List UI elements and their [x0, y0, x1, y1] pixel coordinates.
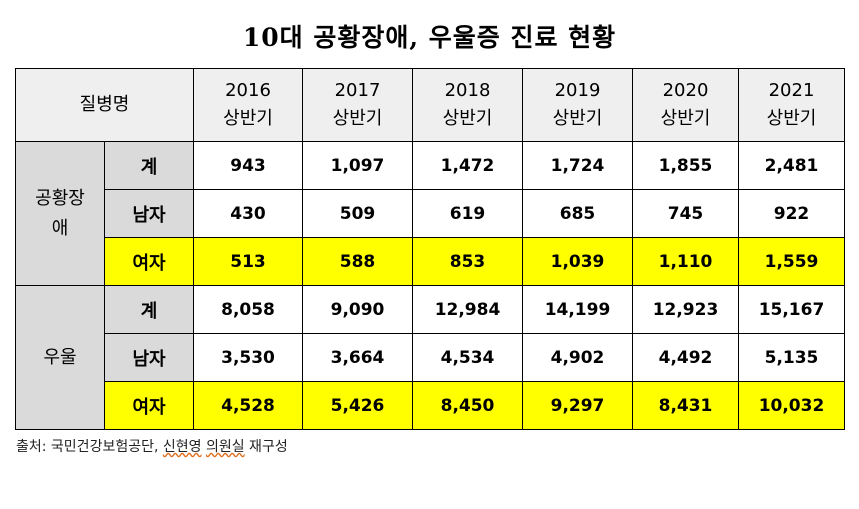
- cell-value: 2,481: [738, 141, 845, 190]
- cell-value: 1,559: [738, 237, 845, 286]
- header-year: 2017 상반기: [302, 68, 413, 142]
- cell-value: 10,032: [738, 381, 845, 430]
- row-label: 여자: [104, 237, 194, 286]
- period-label: 상반기: [223, 108, 273, 129]
- period-label: 상반기: [552, 108, 603, 129]
- table-row: 여자 513 588 853 1,039 1,110 1,559: [16, 237, 845, 286]
- cell-value: 4,492: [632, 333, 739, 382]
- cell-value: 5,426: [302, 381, 413, 430]
- cell-value: 9,090: [302, 285, 413, 334]
- period-label: 상반기: [766, 108, 817, 129]
- source-note: 출처: 국민건강보험공단, 신현영 의원실 재구성: [16, 436, 288, 456]
- source-text: 출처: 국민건강보험공단,: [16, 439, 163, 455]
- header-year: 2020 상반기: [632, 68, 739, 142]
- cell-value: 4,528: [193, 381, 303, 430]
- year-label: 2016: [225, 80, 271, 101]
- row-label: 계: [104, 285, 194, 334]
- table-row: 우울 계 8,058 9,090 12,984 14,199 12,923 15,167: [15, 285, 845, 430]
- cell-value: 4,534: [412, 333, 523, 382]
- page-title: 10대 공황장애, 우울증 진료 현황: [242, 23, 617, 52]
- cell-value: 513: [193, 237, 303, 286]
- header-year: 2016 상반기: [193, 68, 303, 142]
- cell-value: 1,472: [412, 141, 523, 190]
- cell-value: 509: [302, 189, 413, 238]
- group-label: 공황장애: [15, 141, 105, 286]
- row-label: 남자: [104, 333, 194, 382]
- row-label: 남자: [104, 189, 194, 238]
- header-year: 2021 상반기: [738, 68, 845, 142]
- year-label: 2018: [444, 80, 491, 101]
- cell-value: 8,431: [632, 381, 739, 430]
- data-table: 질병명 2016 상반기 2017 상반기 2018 상반기 2019 상반기 2020 상반기 20…: [15, 68, 845, 430]
- source-text: 재구성: [244, 439, 288, 455]
- row-label: 계: [104, 141, 194, 190]
- table-row: 공황장애 계 943 1,097 1,472 1,724 1,855 2,481: [15, 141, 845, 286]
- header-year: 2018 상반기: [412, 68, 523, 142]
- header-row: 질병명 2016 상반기 2017 상반기 2018 상반기 2019 상반기 2020 상반기 20…: [15, 68, 845, 142]
- source-text: 신현영: [162, 439, 202, 455]
- cell-value: 14,199: [522, 285, 633, 334]
- cell-value: 853: [412, 237, 523, 286]
- cell-value: 1,097: [302, 141, 413, 190]
- cell-value: 685: [522, 189, 633, 238]
- cell-value: 8,058: [193, 285, 303, 334]
- cell-value: 3,664: [302, 333, 413, 382]
- cell-value: 1,039: [522, 237, 633, 286]
- cell-value: 745: [632, 189, 739, 238]
- cell-value: 12,923: [632, 285, 739, 334]
- cell-value: 4,902: [522, 333, 633, 382]
- table-row: 여자 4,528 5,426 8,450 9,297 8,431 10,032: [16, 381, 845, 430]
- period-label: 상반기: [332, 108, 383, 129]
- year-label: 2020: [662, 80, 709, 101]
- row-label: 여자: [104, 381, 194, 430]
- cell-value: 1,724: [522, 141, 633, 190]
- header-year: 2019 상반기: [522, 68, 633, 142]
- table-row: 남자 3,530 3,664 4,534 4,902 4,492 5,135: [16, 333, 845, 382]
- cell-value: 12,984: [412, 285, 523, 334]
- year-label: 2017: [334, 80, 381, 101]
- cell-value: 5,135: [738, 333, 845, 382]
- source-text: 의원실: [205, 439, 245, 455]
- cell-value: 619: [412, 189, 523, 238]
- cell-value: 588: [302, 237, 413, 286]
- year-label: 2021: [768, 80, 815, 101]
- group-label: 우울: [15, 285, 105, 430]
- cell-value: 943: [193, 141, 303, 190]
- cell-value: 9,297: [522, 381, 633, 430]
- header-disease: 질병명: [15, 68, 194, 142]
- table-row: 남자 430 509 619 685 745 922: [16, 189, 845, 238]
- period-label: 상반기: [660, 108, 711, 129]
- cell-value: 15,167: [738, 285, 845, 334]
- cell-value: 3,530: [193, 333, 303, 382]
- period-label: 상반기: [442, 108, 493, 129]
- cell-value: 430: [193, 189, 303, 238]
- year-label: 2019: [554, 80, 601, 101]
- cell-value: 922: [738, 189, 845, 238]
- cell-value: 1,855: [632, 141, 739, 190]
- cell-value: 8,450: [412, 381, 523, 430]
- cell-value: 1,110: [632, 237, 739, 286]
